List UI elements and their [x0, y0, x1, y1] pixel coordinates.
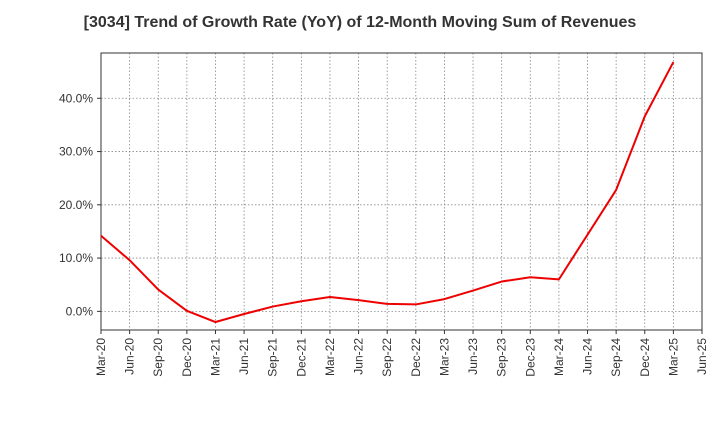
plot-frame [100, 52, 703, 331]
label-layer: 0.0% 10.0% 20.0% 30.0% 40.0% Mar-20 Jun-20 Sep-… [59, 91, 709, 376]
x-tick-label: Mar-20 [94, 338, 108, 376]
x-tick-label: Jun-22 [352, 338, 366, 375]
x-tick-label: Dec-24 [638, 338, 652, 377]
x-tick-label: Dec-21 [294, 338, 308, 377]
x-tick-label: Mar-22 [323, 338, 337, 376]
x-tick-label: Jun-23 [466, 338, 480, 375]
x-tick-label: Sep-21 [266, 338, 280, 377]
y-tick-label: 10.0% [59, 251, 93, 265]
plot-background [101, 53, 702, 330]
x-tick-label: Sep-20 [151, 338, 165, 377]
y-tick-label: 20.0% [59, 198, 93, 212]
x-tick-label: Jun-21 [237, 338, 251, 375]
chart-title: [3034] Trend of Growth Rate (YoY) of 12-… [83, 14, 637, 31]
x-tick-label: Dec-20 [180, 338, 194, 377]
x-tick-label: Sep-22 [380, 338, 394, 377]
x-tick-label: Mar-21 [208, 338, 222, 376]
x-tick-label: Mar-25 [666, 338, 680, 376]
y-tick-label: 0.0% [66, 304, 94, 318]
x-tick-label: Mar-24 [552, 338, 566, 376]
grid-layer [100, 53, 703, 330]
x-tick-label: Mar-23 [437, 338, 451, 376]
x-tick-label: Dec-22 [409, 338, 423, 377]
x-tick-label: Sep-23 [495, 338, 509, 377]
y-tick-label: 30.0% [59, 145, 93, 159]
x-tick-label: Jun-24 [581, 338, 595, 375]
x-tick-label: Jun-20 [123, 338, 137, 375]
x-tick-label: Dec-23 [523, 338, 537, 377]
series-line [100, 61, 675, 324]
x-tick-label: Jun-25 [695, 338, 709, 375]
x-tick-label: Sep-24 [609, 338, 623, 377]
y-tick-label: 40.0% [59, 91, 93, 105]
axis-layer [97, 52, 703, 334]
series-layer [100, 61, 675, 324]
